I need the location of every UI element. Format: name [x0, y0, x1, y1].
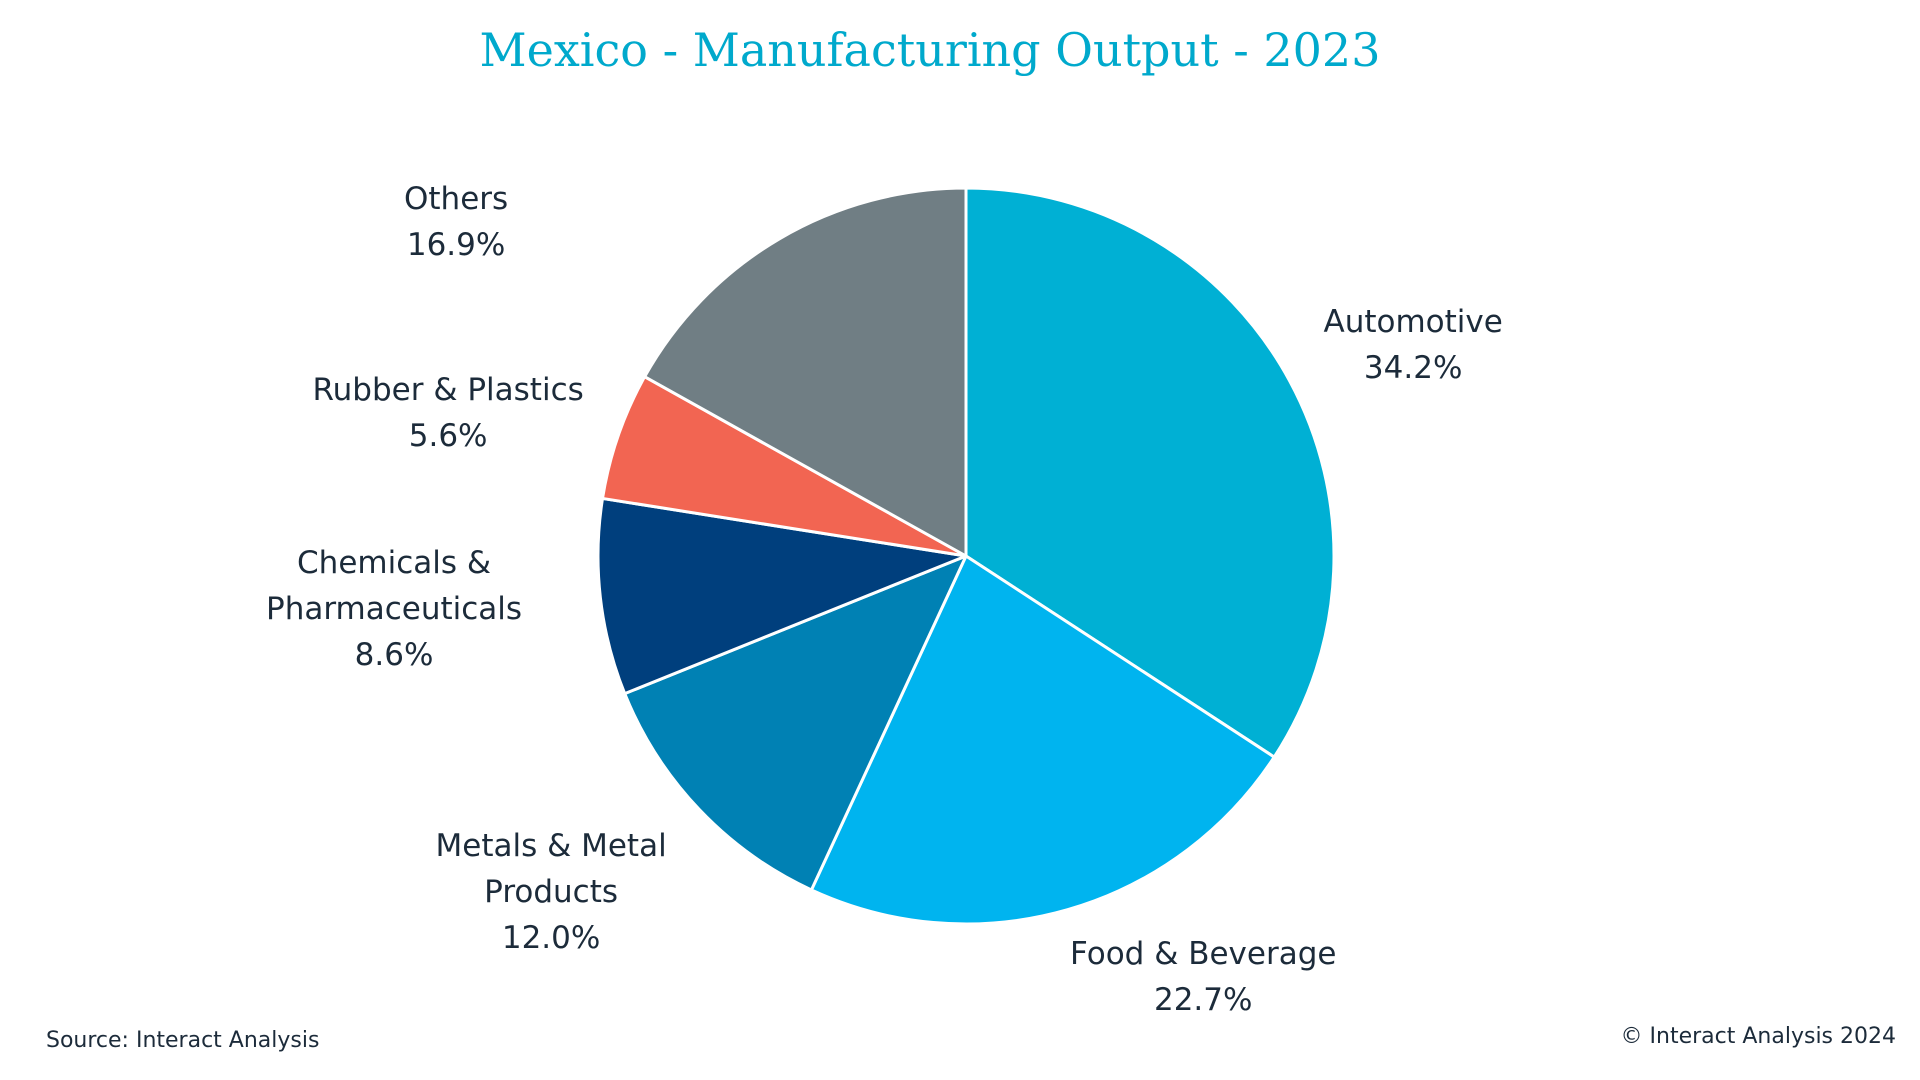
- pie-slice-others: [643, 186, 968, 558]
- data-label-chemicals-and-pharmaceuticals: Chemicals & Pharmaceuticals 8.6%: [266, 540, 522, 678]
- data-label-metals-and-metal-products: Metals & Metal Products 12.0%: [436, 823, 667, 961]
- data-label-name: Metals & Metal Products: [435, 828, 667, 910]
- data-label-value: 22.7%: [1153, 982, 1253, 1018]
- data-label-name: Chemicals & Pharmaceuticals: [266, 545, 523, 627]
- data-label-others: Others 16.9%: [404, 176, 508, 268]
- data-label-name: Food & Beverage: [1070, 936, 1337, 972]
- pie-slices: [596, 186, 1336, 926]
- data-label-name: Automotive: [1323, 304, 1503, 340]
- data-label-name: Rubber & Plastics: [312, 372, 584, 408]
- data-label-automotive: Automotive 34.2%: [1324, 299, 1503, 391]
- data-label-value: 34.2%: [1363, 350, 1463, 386]
- data-label-value: 5.6%: [408, 418, 488, 454]
- data-label-rubber-and-plastics: Rubber & Plastics 5.6%: [313, 367, 584, 459]
- data-label-value: 12.0%: [501, 920, 601, 956]
- chart-title: Mexico - Manufacturing Output - 2023: [479, 23, 1381, 77]
- data-label-name: Others: [404, 181, 509, 217]
- data-label-food-and-beverage: Food & Beverage 22.7%: [1070, 931, 1336, 1023]
- pie-slice-chemicals-and-pharmaceuticals: [596, 496, 968, 696]
- data-label-value: 16.9%: [406, 227, 506, 263]
- source-note: Source: Interact Analysis: [46, 1028, 320, 1053]
- pie-slice-metals-and-metal-products: [623, 554, 968, 892]
- pie-slice-rubber-and-plastics: [601, 375, 968, 558]
- data-label-value: 8.6%: [354, 637, 434, 673]
- copyright-note: © Interact Analysis 2024: [1620, 1024, 1896, 1049]
- pie-slice-food-and-beverage: [809, 554, 1276, 926]
